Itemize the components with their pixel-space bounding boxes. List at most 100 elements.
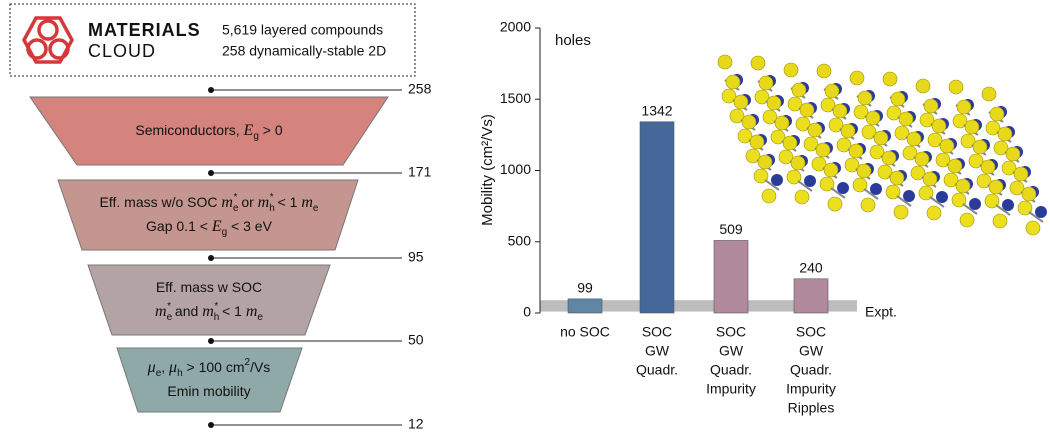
funnel-stage <box>88 265 330 335</box>
atom-mo <box>771 174 783 186</box>
atom-s <box>907 132 921 146</box>
y-tick-label: 500 <box>508 232 532 248</box>
atom-s <box>1022 187 1036 201</box>
atom-s <box>792 83 806 97</box>
y-axis-label: Mobility (cm²/Vs) <box>479 114 496 226</box>
atom-s <box>742 115 756 129</box>
atom-mo <box>870 183 882 195</box>
x-tick-label: no SOC <box>560 324 610 340</box>
atom-s <box>957 100 971 114</box>
figure: MATERIALS CLOUD 5,619 layered compounds … <box>0 0 1050 435</box>
logo-text: MATERIALS <box>88 20 201 40</box>
atom-s <box>758 155 772 169</box>
atom-s <box>726 75 740 89</box>
atom-s <box>866 111 880 125</box>
text-run: or <box>237 194 257 210</box>
subscript: e <box>257 312 263 323</box>
atom-s <box>718 55 732 69</box>
x-tick-label: GW <box>799 343 824 359</box>
atom-s <box>949 80 963 94</box>
atom-s <box>927 206 941 220</box>
atom-s <box>915 152 929 166</box>
text-run: > 0 <box>259 122 283 138</box>
atom-s <box>775 116 789 130</box>
logo-text: CLOUD <box>88 41 156 61</box>
text-run: , <box>161 359 169 375</box>
y-tick-label: 0 <box>523 304 531 320</box>
atom-s <box>891 92 905 106</box>
atom-mo <box>969 198 981 210</box>
atom-s <box>982 87 996 101</box>
count-label: 50 <box>408 332 424 348</box>
atom-s <box>1014 167 1028 181</box>
x-tick-label: GW <box>719 343 744 359</box>
atom-s <box>923 172 937 186</box>
atom-s <box>882 151 896 165</box>
atom-s <box>784 63 798 77</box>
atom-s <box>808 123 822 137</box>
text-run: Semiconductors, <box>135 122 243 138</box>
atom-s <box>858 91 872 105</box>
atom-s <box>800 103 814 117</box>
atom-s <box>916 79 930 93</box>
value-label: 240 <box>799 260 823 276</box>
atom-s <box>1026 221 1040 235</box>
atom-s <box>783 136 797 150</box>
text-run: > 100 cm <box>183 359 245 375</box>
y-tick-label: 2000 <box>500 19 531 35</box>
atom-s <box>1006 147 1020 161</box>
math-symbol: m <box>301 194 313 211</box>
math-symbol: μ <box>147 359 156 376</box>
atom-s <box>932 119 946 133</box>
text-run: Eff. mass w/o SOC <box>100 194 222 210</box>
math-symbol: E <box>211 218 222 235</box>
text-run: < 3 eV <box>227 218 272 234</box>
bar <box>794 279 828 313</box>
count-dot <box>208 170 214 176</box>
atom-s <box>734 95 748 109</box>
atom-s <box>791 156 805 170</box>
text-run: < 1 <box>274 194 302 210</box>
atom-s <box>833 104 847 118</box>
atom-s <box>899 112 913 126</box>
annotation: holes <box>555 32 591 49</box>
math-symbol: μ <box>168 359 177 376</box>
atom-s <box>940 139 954 153</box>
atom-s <box>751 56 765 70</box>
atom-s <box>883 72 897 86</box>
value-label: 509 <box>719 221 743 237</box>
count-dot <box>208 422 214 428</box>
math-symbol: m <box>258 194 270 211</box>
atom-s <box>973 140 987 154</box>
text-run: Gap 0.1 < <box>146 218 212 234</box>
atom-mo <box>936 191 948 203</box>
atom-s <box>767 96 781 110</box>
math-symbol: E <box>243 122 254 139</box>
funnel-stage <box>58 180 358 250</box>
atom-s <box>965 120 979 134</box>
subscript: e <box>313 203 319 214</box>
x-tick-label: Quadr. <box>636 362 678 378</box>
atom-mo <box>1002 199 1014 211</box>
header-line: 5,619 layered compounds <box>222 22 383 38</box>
bar <box>568 299 602 313</box>
x-tick-label: Ripples <box>788 400 835 416</box>
atom-s <box>825 84 839 98</box>
math-symbol: m <box>246 303 258 320</box>
count-label: 95 <box>408 249 424 265</box>
text-run: Emin mobility <box>167 383 250 399</box>
atom-s <box>874 131 888 145</box>
bar <box>640 122 674 313</box>
atom-s <box>890 171 904 185</box>
x-tick-label: Quadr. <box>710 362 752 378</box>
atom-s <box>894 205 908 219</box>
atom-mo <box>837 182 849 194</box>
atom-s <box>960 213 974 227</box>
atom-s <box>828 197 842 211</box>
math-symbol: m <box>155 303 167 320</box>
x-tick-label: SOC <box>716 324 746 340</box>
atom-s <box>998 127 1012 141</box>
header-line: 258 dynamically-stable 2D <box>222 43 386 59</box>
atom-s <box>993 214 1007 228</box>
reference-label: Expt. <box>865 304 897 320</box>
